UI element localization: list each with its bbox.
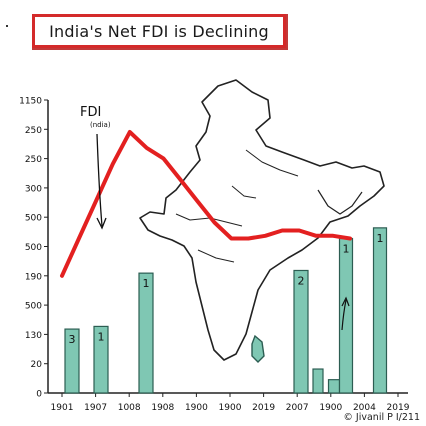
fdi-arrow-head [96, 217, 107, 230]
bars-group: 3 1 1 2 1 1 [64, 227, 388, 394]
y-tick-label: 300 [25, 184, 42, 194]
india-map-outline [139, 79, 385, 361]
fdi-label: FDI [80, 105, 101, 120]
up-arrow-head [341, 296, 350, 307]
x-tick-label: 1907 [84, 403, 107, 413]
x-tick-label: 1908 [151, 403, 174, 413]
y-tick-label: 500 [25, 243, 42, 253]
x-ticks-group: 1901 1907 1008 1908 1900 1900 2019 2007 1900 2004… [51, 393, 410, 413]
y-tick-label: 250 [25, 126, 42, 136]
y-tick-label: 0 [36, 390, 42, 400]
bar [293, 269, 309, 394]
x-tick-label: 2004 [353, 403, 376, 413]
x-tick-label: 1008 [118, 403, 141, 413]
fdi-sublabel: (ndia) [90, 121, 111, 129]
y-ticks-group: 1150 250 250 300 500 500 190 500 130 20 0 [19, 97, 48, 400]
bar-label: 3 [69, 333, 76, 346]
y-tick-label: 20 [31, 360, 43, 370]
title-dot [6, 25, 8, 27]
bar [138, 272, 154, 394]
bar [338, 237, 354, 394]
x-tick-label: 2007 [286, 403, 309, 413]
bar [327, 379, 341, 394]
x-tick-label: 1901 [51, 403, 74, 413]
credit-text: © Jivanil P I/211 [343, 412, 420, 423]
bar-label: 1 [98, 330, 105, 343]
bar-label: 1 [377, 232, 384, 245]
x-tick-label: 2019 [387, 403, 410, 413]
fdi-arrow [96, 133, 103, 227]
title-box: India's Net FDI is Declining [32, 14, 288, 50]
y-tick-label: 250 [25, 155, 42, 165]
y-tick-label: 1150 [19, 97, 42, 107]
x-tick-label: 1900 [185, 403, 208, 413]
x-tick-label: 2019 [252, 403, 275, 413]
up-arrow [341, 299, 347, 331]
y-tick-label: 130 [25, 331, 42, 341]
y-tick-label: 500 [25, 302, 42, 312]
sri-lanka-shape [251, 334, 265, 363]
y-tick-label: 190 [25, 272, 42, 282]
x-tick-label: 1900 [219, 403, 242, 413]
bar [93, 325, 109, 394]
bar [312, 368, 324, 394]
bar-label: 1 [343, 243, 350, 256]
x-tick-label: 1900 [319, 403, 342, 413]
bar [372, 227, 388, 394]
y-tick-label: 500 [25, 214, 42, 224]
bar-label: 2 [298, 274, 305, 287]
bar [64, 328, 80, 394]
bar-label: 1 [143, 277, 150, 290]
chart-title: India's Net FDI is Declining [49, 21, 269, 41]
fdi-line [60, 130, 352, 278]
